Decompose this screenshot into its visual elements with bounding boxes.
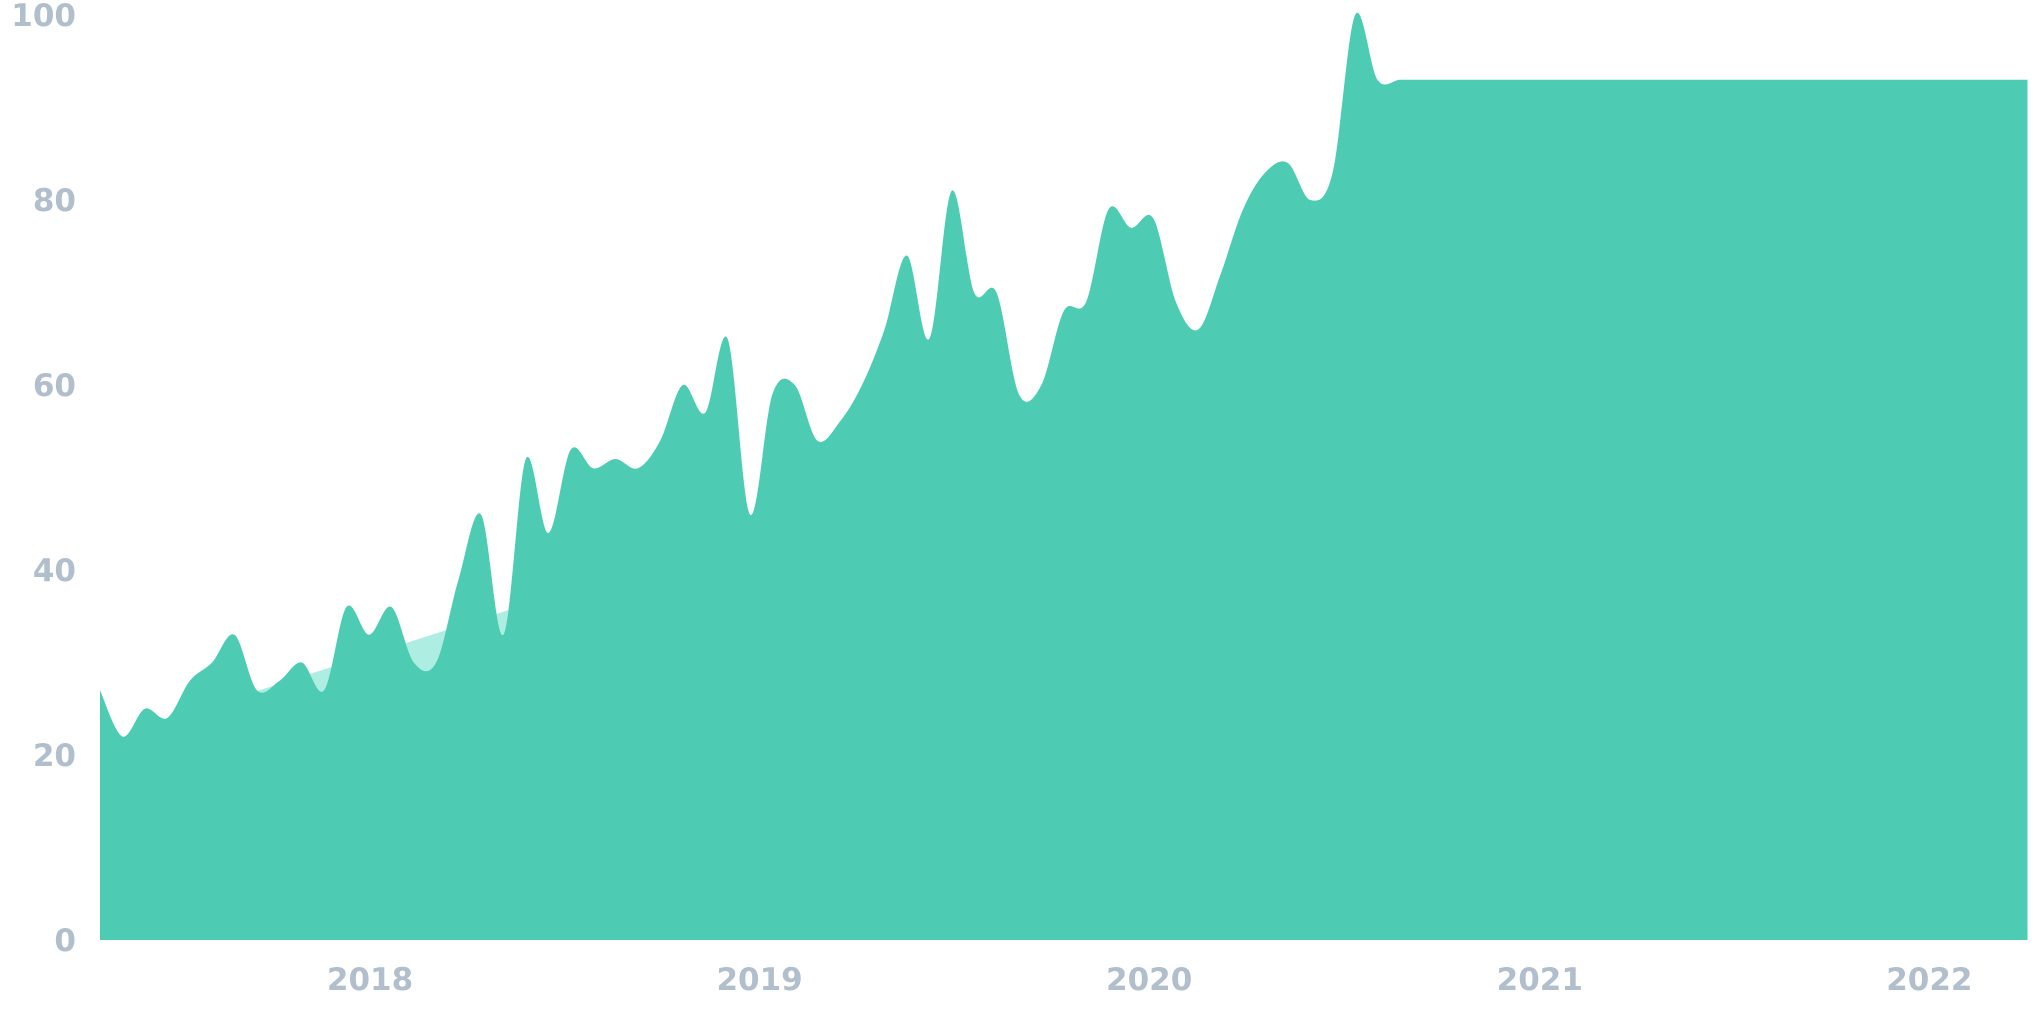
y-tick-label: 20 <box>33 738 76 774</box>
y-tick-label: 60 <box>33 368 76 404</box>
y-axis: 0 20 40 60 80 100 <box>11 0 76 959</box>
area-layer <box>100 12 2028 940</box>
x-tick-label: 2021 <box>1497 962 1583 998</box>
y-tick-label: 100 <box>11 0 76 34</box>
x-tick-label: 2019 <box>716 962 802 998</box>
x-tick-label: 2022 <box>1886 962 1972 998</box>
y-tick-label: 40 <box>33 553 76 589</box>
x-axis: 2018 2019 2020 2021 2022 <box>327 962 1973 998</box>
x-tick-label: 2020 <box>1106 962 1192 998</box>
x-tick-label: 2018 <box>327 962 413 998</box>
y-tick-label: 80 <box>33 183 76 219</box>
interest-area <box>100 12 2028 940</box>
y-tick-label: 0 <box>54 923 76 959</box>
